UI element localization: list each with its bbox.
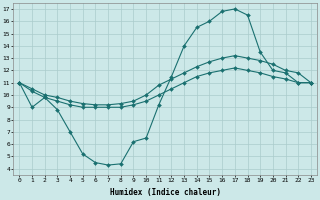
X-axis label: Humidex (Indice chaleur): Humidex (Indice chaleur) (110, 188, 220, 197)
